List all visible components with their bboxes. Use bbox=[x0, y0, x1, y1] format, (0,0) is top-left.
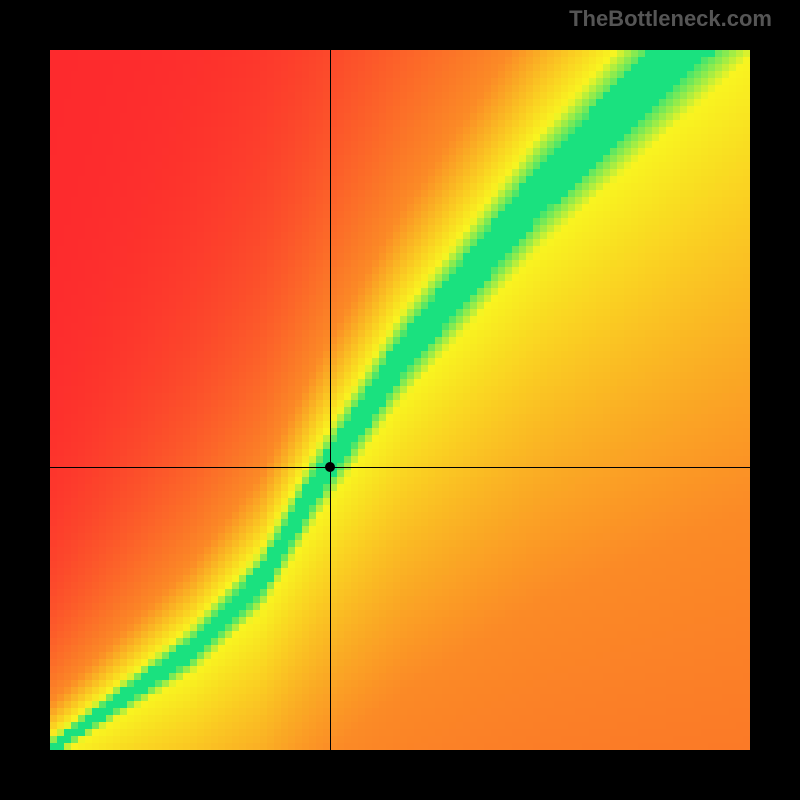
plot-area bbox=[50, 50, 750, 750]
heatmap-canvas bbox=[50, 50, 750, 750]
figure-container: TheBottleneck.com bbox=[0, 0, 800, 800]
watermark-text: TheBottleneck.com bbox=[569, 6, 772, 32]
